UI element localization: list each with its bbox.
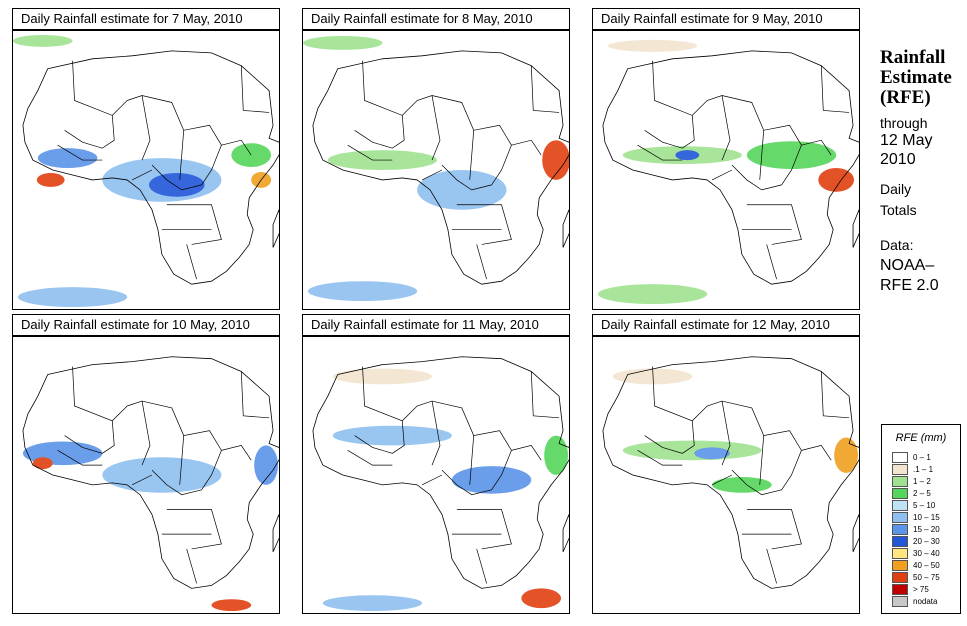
legend-label: 20 – 30 — [913, 537, 940, 546]
legend-swatch — [892, 572, 908, 583]
caption-title-2: Estimate — [880, 67, 952, 88]
caption-source-2: RFE 2.0 — [880, 277, 939, 294]
caption-date-2: 2010 — [880, 151, 916, 168]
rainfall-map-2 — [302, 30, 570, 310]
legend-label: 1 – 2 — [913, 477, 931, 486]
legend-swatch — [892, 524, 908, 535]
caption-date-1: 12 May — [880, 132, 933, 149]
legend-label: .1 – 1 — [913, 465, 934, 474]
legend-swatch — [892, 500, 908, 511]
panel-title-1: Daily Rainfall estimate for 7 May, 2010 — [12, 8, 280, 30]
caption-daily: Daily — [880, 181, 912, 197]
caption-source-1: NOAA– — [880, 257, 935, 274]
legend-label: nodata — [913, 597, 938, 606]
rainfall-legend: RFE (mm) 0 – 1 .1 – 1 1 – 2 2 – 5 5 – 10 10 –… — [881, 424, 961, 614]
legend-label: 15 – 20 — [913, 525, 940, 534]
rainfall-map-3 — [592, 30, 860, 310]
legend-swatch — [892, 596, 908, 607]
legend-swatch — [892, 560, 908, 571]
legend-label: 0 – 1 — [913, 453, 931, 462]
rainfall-map-4 — [12, 336, 280, 614]
caption-totals: Totals — [880, 202, 917, 218]
legend-label: 10 – 15 — [913, 513, 940, 522]
legend-swatch — [892, 548, 908, 559]
panel-title-2: Daily Rainfall estimate for 8 May, 2010 — [302, 8, 570, 30]
legend-swatch — [892, 476, 908, 487]
legend-label: 5 – 10 — [913, 501, 936, 510]
legend-title: RFE (mm) — [895, 432, 947, 444]
panel-title-3: Daily Rainfall estimate for 9 May, 2010 — [592, 8, 860, 30]
legend-label: 50 – 75 — [913, 573, 940, 582]
legend-swatch — [892, 584, 908, 595]
rainfall-map-5 — [302, 336, 570, 614]
legend-swatch — [892, 464, 908, 475]
panel-title-4: Daily Rainfall estimate for 10 May, 2010 — [12, 314, 280, 336]
side-caption: Rainfall Estimate (RFE) through 12 May 2… — [880, 48, 965, 296]
caption-title-3: (RFE) — [880, 87, 931, 108]
panel-title-5: Daily Rainfall estimate for 11 May, 2010 — [302, 314, 570, 336]
legend-label: 30 – 40 — [913, 549, 940, 558]
legend-label: > 75 — [913, 585, 929, 594]
caption-through: through — [880, 115, 928, 131]
legend-swatch — [892, 452, 908, 463]
rainfall-map-6 — [592, 336, 860, 614]
panel-title-6: Daily Rainfall estimate for 12 May, 2010 — [592, 314, 860, 336]
legend-label: 40 – 50 — [913, 561, 940, 570]
legend-swatch — [892, 512, 908, 523]
legend-swatch — [892, 536, 908, 547]
legend-swatch — [892, 488, 908, 499]
caption-data-label: Data: — [880, 237, 914, 253]
rainfall-map-1 — [12, 30, 280, 310]
caption-title-1: Rainfall — [880, 47, 946, 68]
legend-label: 2 – 5 — [913, 489, 931, 498]
